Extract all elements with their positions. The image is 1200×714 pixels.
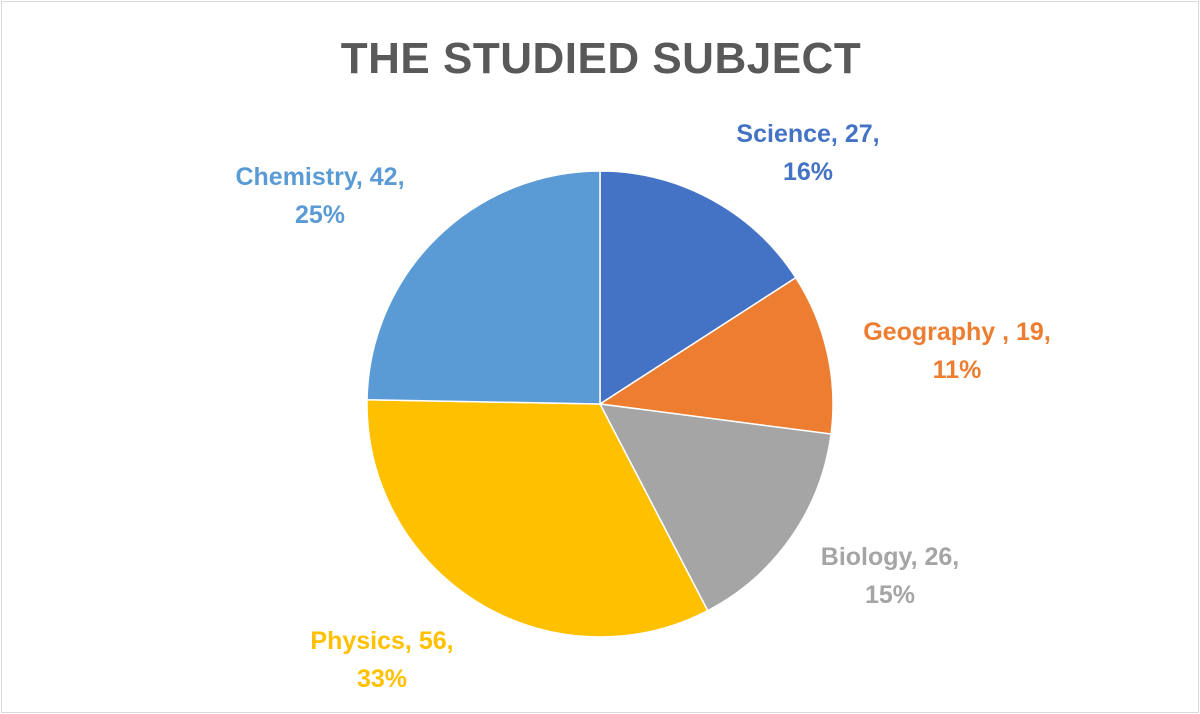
pie-slice-chemistry (366, 170, 601, 405)
pie-slices (366, 170, 834, 638)
pie-slice-geography (597, 276, 834, 435)
data-label-geography: Geography , 19, 11% (863, 313, 1051, 389)
data-label-category-value: Biology, 26, (820, 543, 960, 571)
data-label-percent: 15% (864, 581, 916, 609)
data-label-category-value: Physics, 56, (310, 627, 454, 655)
data-label-chemistry: Chemistry, 42, 25% (235, 158, 404, 234)
chart-title: THE STUDIED SUBJECT (340, 34, 862, 83)
data-label-percent: 25% (294, 201, 346, 229)
data-label-percent: 11% (932, 356, 982, 384)
data-label-science: Science, 27, 16% (736, 115, 879, 191)
data-label-physics: Physics, 56, 33% (310, 622, 453, 698)
data-label-category-value: Science, 27, (736, 120, 880, 148)
data-label-category-value: Chemistry, 42, (235, 163, 405, 191)
data-label-percent: 33% (356, 665, 408, 693)
data-label-category-value: Geography , 19, (863, 318, 1051, 346)
pie-slice-biology (598, 403, 832, 612)
pie-slice-physics (366, 398, 709, 638)
data-label-biology: Biology, 26, 15% (821, 538, 959, 614)
data-label-percent: 16% (782, 158, 834, 186)
pie-slice-science (599, 170, 797, 406)
